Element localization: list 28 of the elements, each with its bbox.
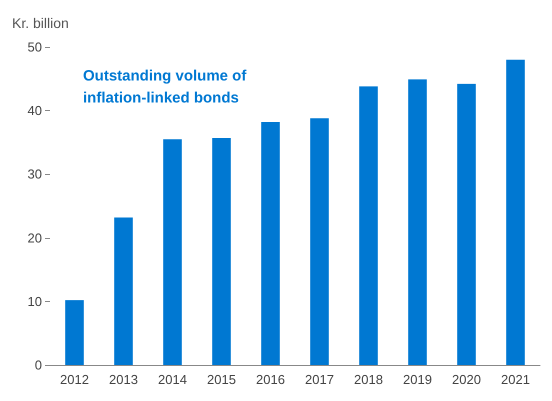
bar [163, 139, 182, 365]
x-tick-label: 2016 [256, 372, 285, 387]
y-tick-label: 40 [28, 103, 42, 118]
x-tick-label: 2021 [501, 372, 530, 387]
y-tick-label: 0 [34, 358, 42, 372]
bar [506, 60, 525, 365]
x-tick-label: 2017 [305, 372, 334, 387]
x-tick-label: 2014 [158, 372, 187, 387]
bar [457, 84, 476, 365]
bar [114, 217, 133, 365]
y-tick-label: 30 [28, 166, 42, 182]
y-tick-label: 10 [28, 294, 42, 309]
x-tick-label: 2012 [60, 372, 89, 387]
bar [310, 118, 329, 365]
x-tick-label: 2018 [354, 372, 383, 387]
text: Outstanding volume of inflation-linked bonds [83, 68, 250, 106]
bar [261, 122, 280, 365]
bar [408, 79, 427, 365]
bar [65, 300, 84, 365]
x-tick-label: 2019 [403, 372, 432, 387]
y-tick-label: 20 [28, 230, 42, 246]
x-tick-label: 2013 [109, 372, 138, 387]
y-tick-label: 50 [28, 40, 42, 54]
bar [359, 86, 378, 365]
y-axis-title: Kr. billion [12, 15, 69, 31]
bar [212, 138, 231, 365]
x-tick-label: 2020 [452, 372, 481, 387]
x-tick-label: 2015 [207, 372, 236, 387]
